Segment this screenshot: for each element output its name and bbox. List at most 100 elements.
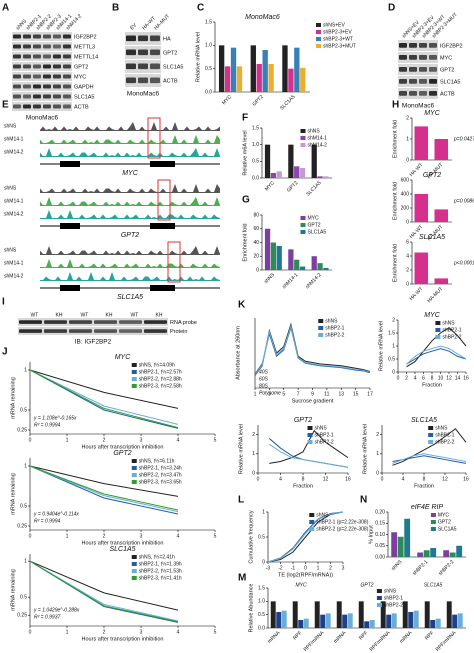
exon bbox=[150, 161, 175, 167]
chart-title: MonoMac6 bbox=[245, 14, 280, 21]
x-tick-label: 2 bbox=[103, 437, 106, 443]
bar bbox=[380, 601, 386, 628]
bar bbox=[264, 144, 271, 178]
chart-title: SLC1A5 bbox=[109, 546, 135, 553]
x-tick-label: 0 bbox=[29, 533, 32, 539]
x-axis-label: Fraction bbox=[414, 483, 434, 489]
blot-band bbox=[53, 44, 61, 49]
x-tick-label: 4 bbox=[177, 533, 180, 539]
legend-label: shNS bbox=[315, 425, 328, 431]
legend-label: shNS, t½=4.09h bbox=[139, 361, 175, 368]
bar bbox=[443, 550, 450, 557]
panel-label: N bbox=[360, 495, 367, 506]
blot-strip bbox=[12, 62, 72, 71]
coverage-track bbox=[40, 272, 220, 281]
y-tick-label: 1 bbox=[24, 463, 27, 469]
panel-label: E bbox=[2, 100, 9, 111]
y-tick-label: 40 bbox=[253, 240, 259, 246]
bar bbox=[270, 173, 276, 178]
bar bbox=[230, 47, 237, 92]
line-series bbox=[392, 453, 467, 464]
exon bbox=[60, 285, 80, 291]
bar bbox=[236, 66, 243, 92]
legend-swatch bbox=[131, 363, 137, 367]
annotation: p=0.0086 bbox=[453, 198, 474, 204]
y-tick-label: 0 bbox=[406, 219, 409, 225]
bar bbox=[288, 68, 294, 92]
blot-band bbox=[138, 77, 148, 84]
y-tick-label: 1 bbox=[392, 343, 395, 349]
blot-band bbox=[150, 35, 160, 42]
y-tick-label: 2 bbox=[392, 317, 395, 323]
panel-label: M bbox=[238, 573, 246, 584]
legend-label: shNS bbox=[384, 588, 397, 594]
bar bbox=[456, 545, 463, 557]
line-series bbox=[29, 465, 179, 515]
blot-band bbox=[43, 74, 51, 79]
legend-label: shBP2-2 bbox=[435, 439, 454, 445]
x-tick-label: 4 bbox=[177, 629, 180, 635]
x-tick-label: SLC1A5 bbox=[305, 180, 323, 198]
annotation: R² = 0.9937 bbox=[34, 614, 60, 620]
blot-band bbox=[138, 49, 148, 56]
legend-label: SLC1A5 bbox=[308, 229, 327, 235]
bar bbox=[452, 614, 458, 628]
legend-swatch bbox=[309, 520, 315, 524]
row-label: METTL14 bbox=[74, 54, 98, 60]
exon bbox=[60, 223, 80, 229]
x-tick-label: mRNA bbox=[333, 630, 348, 645]
y-tick-label: 1 bbox=[24, 367, 27, 373]
chart-title: SLC1A5 bbox=[419, 234, 445, 241]
blot-band bbox=[63, 74, 71, 79]
blot-band bbox=[23, 104, 31, 109]
bar bbox=[323, 176, 329, 178]
blot-band bbox=[126, 35, 136, 42]
blot-band bbox=[419, 43, 427, 48]
bar bbox=[303, 618, 309, 628]
blot-band bbox=[23, 44, 31, 49]
y-axis-label: Relative m6A level bbox=[242, 130, 248, 175]
gene-label: GPT2 bbox=[121, 232, 139, 239]
y-tick-label: 1 bbox=[24, 559, 27, 565]
y-tick-label: 0 bbox=[376, 470, 379, 476]
line-series bbox=[29, 369, 179, 429]
blot-band bbox=[33, 94, 41, 99]
blot-strip bbox=[398, 52, 438, 63]
x-tick-label: 3 bbox=[140, 533, 143, 539]
bar bbox=[270, 601, 276, 628]
x-tick-label: 17 bbox=[367, 391, 373, 397]
blot-band bbox=[23, 74, 31, 79]
legend-swatch bbox=[430, 527, 436, 531]
x-tick-label: 9 bbox=[311, 391, 314, 397]
lane-label: EV bbox=[129, 22, 138, 31]
blot-band bbox=[63, 64, 71, 69]
bar bbox=[320, 614, 326, 628]
bar bbox=[288, 249, 294, 270]
y-axis-label: Relative mRNA level bbox=[378, 321, 384, 371]
y-tick-label: 6 bbox=[406, 239, 409, 245]
blot-band bbox=[126, 63, 136, 70]
annotation: y = 1.108e^-0.165x bbox=[33, 415, 77, 421]
x-tick-label: shNS bbox=[263, 272, 276, 285]
legend-swatch bbox=[428, 440, 434, 444]
blot-band bbox=[138, 35, 148, 42]
legend-swatch bbox=[316, 23, 321, 27]
blot-band bbox=[429, 79, 437, 84]
legend-swatch bbox=[307, 426, 313, 430]
y-tick-label: 0 bbox=[262, 559, 265, 565]
row-label: Protein bbox=[170, 329, 187, 335]
x-tick-label: 6 bbox=[422, 375, 425, 381]
exon bbox=[150, 285, 175, 291]
x-tick-label: 0 bbox=[29, 437, 32, 443]
x-tick-label: HA-WT bbox=[409, 286, 425, 302]
annotation: 60S bbox=[259, 376, 269, 382]
blot-band bbox=[399, 67, 407, 72]
bar bbox=[413, 610, 419, 628]
x-tick-label: 3 bbox=[140, 437, 143, 443]
x-tick-label: 1 bbox=[66, 533, 69, 539]
legend-label: shBP2-1 (p=2.22e-308) bbox=[316, 519, 368, 525]
bar bbox=[414, 194, 428, 222]
coverage-track bbox=[40, 135, 220, 144]
y-tick-label: 0.25 bbox=[17, 523, 27, 529]
y-axis-label: % Input bbox=[368, 525, 374, 544]
